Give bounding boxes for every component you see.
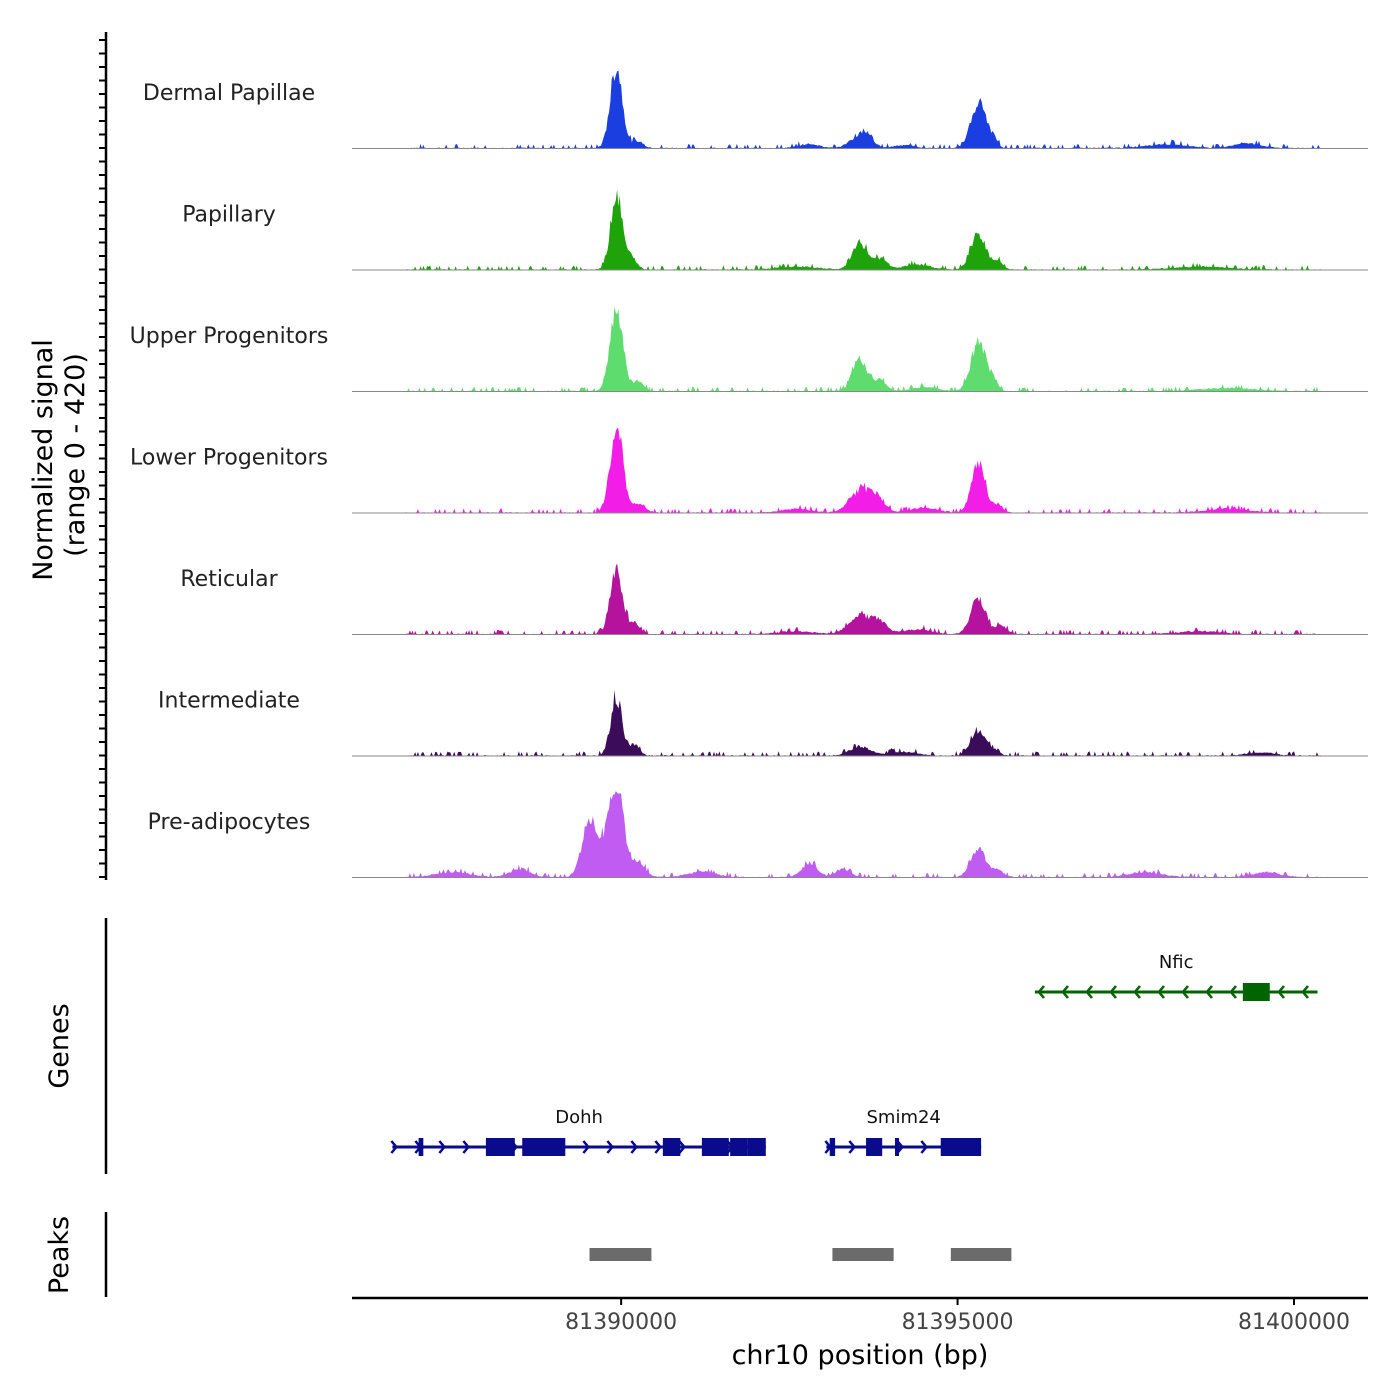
- strand-chevron: [1181, 985, 1189, 999]
- gene-exon: [701, 1138, 729, 1156]
- coverage-tracks: Dermal Papillae Papillary Upper Progenitor…: [130, 70, 1368, 878]
- gene-label: Smim24: [866, 1107, 940, 1128]
- strand-chevron: [848, 1140, 856, 1154]
- x-tick-label: 81390000: [565, 1310, 677, 1335]
- track-label: Dermal Papillae: [143, 81, 315, 106]
- strand-chevron: [1157, 985, 1165, 999]
- gene-exon: [894, 1138, 900, 1156]
- strand-chevron: [1301, 985, 1309, 999]
- track-label: Pre-adipocytes: [148, 810, 311, 835]
- peak-region: [950, 1248, 1012, 1261]
- strand-chevron: [606, 1140, 614, 1154]
- track-label: Lower Progenitors: [130, 446, 328, 471]
- strand-chevron: [1085, 985, 1093, 999]
- strand-chevron: [1229, 985, 1237, 999]
- strand-chevron: [1037, 985, 1045, 999]
- gene-model: Smim24: [824, 1107, 982, 1156]
- gene-exon: [662, 1138, 681, 1156]
- gene-exon: [747, 1138, 766, 1156]
- x-tick-label: 81400000: [1238, 1310, 1350, 1335]
- x-axis: 81390000 81395000 81400000: [352, 1296, 1368, 1335]
- peak-region: [832, 1248, 894, 1261]
- coverage-track: Intermediate: [158, 689, 1368, 757]
- strand-chevron: [1061, 985, 1069, 999]
- track-label: Reticular: [180, 567, 278, 592]
- gene-label: Dohh: [555, 1107, 603, 1128]
- strand-chevron: [654, 1140, 662, 1154]
- gene-exon: [829, 1138, 836, 1156]
- y-axis-title-line2: (range 0 - 420): [60, 353, 91, 557]
- coverage-track: Reticular: [180, 563, 1368, 635]
- coverage-area: [405, 689, 1321, 756]
- gene-exon: [485, 1138, 515, 1156]
- peak-region: [589, 1248, 652, 1261]
- coverage-track: Papillary: [182, 189, 1368, 271]
- genes-axis-title: Genes: [44, 1003, 75, 1088]
- gene-track: Dohh Smim24 Nfic: [390, 952, 1318, 1156]
- coverage-track: Upper Progenitors: [130, 306, 1368, 392]
- coverage-y-axis: [99, 32, 108, 880]
- strand-chevron: [438, 1140, 446, 1154]
- gene-exon: [522, 1138, 564, 1156]
- track-label: Intermediate: [158, 689, 300, 714]
- strand-chevron: [1133, 985, 1141, 999]
- gene-label: Nfic: [1159, 952, 1194, 973]
- gene-exon: [866, 1138, 883, 1156]
- gene-model: Dohh: [390, 1107, 766, 1156]
- y-axis-title-line1: Normalized signal: [28, 339, 59, 581]
- gene-exon: [1242, 983, 1270, 1001]
- coverage-track: Lower Progenitors: [130, 428, 1368, 514]
- coverage-track: Dermal Papillae: [143, 70, 1368, 149]
- strand-chevron: [678, 1140, 686, 1154]
- strand-chevron: [462, 1140, 470, 1154]
- coverage-area: [405, 70, 1321, 149]
- gene-model: Nfic: [1034, 952, 1318, 1001]
- strand-chevron: [1277, 985, 1285, 999]
- gene-exon: [730, 1138, 748, 1156]
- strand-chevron: [582, 1140, 590, 1154]
- strand-chevron: [1109, 985, 1117, 999]
- strand-chevron: [630, 1140, 638, 1154]
- x-tick-label: 81395000: [902, 1310, 1014, 1335]
- coverage-area: [405, 563, 1321, 635]
- gene-exon: [940, 1138, 982, 1156]
- track-label: Upper Progenitors: [130, 324, 329, 349]
- coverage-area: [405, 428, 1321, 513]
- x-axis-title: chr10 position (bp): [732, 1340, 989, 1371]
- peak-track: [589, 1248, 1012, 1261]
- gene-exon: [418, 1138, 424, 1156]
- strand-chevron: [920, 1140, 928, 1154]
- peaks-axis-title: Peaks: [44, 1216, 75, 1294]
- coverage-area: [405, 189, 1321, 270]
- strand-chevron: [1205, 985, 1213, 999]
- gene-exon: [559, 1138, 566, 1156]
- coverage-track: Pre-adipocytes: [148, 791, 1368, 878]
- coverage-area: [405, 306, 1321, 392]
- coverage-area: [405, 791, 1321, 878]
- track-label: Papillary: [182, 203, 276, 228]
- strand-chevron: [390, 1140, 398, 1154]
